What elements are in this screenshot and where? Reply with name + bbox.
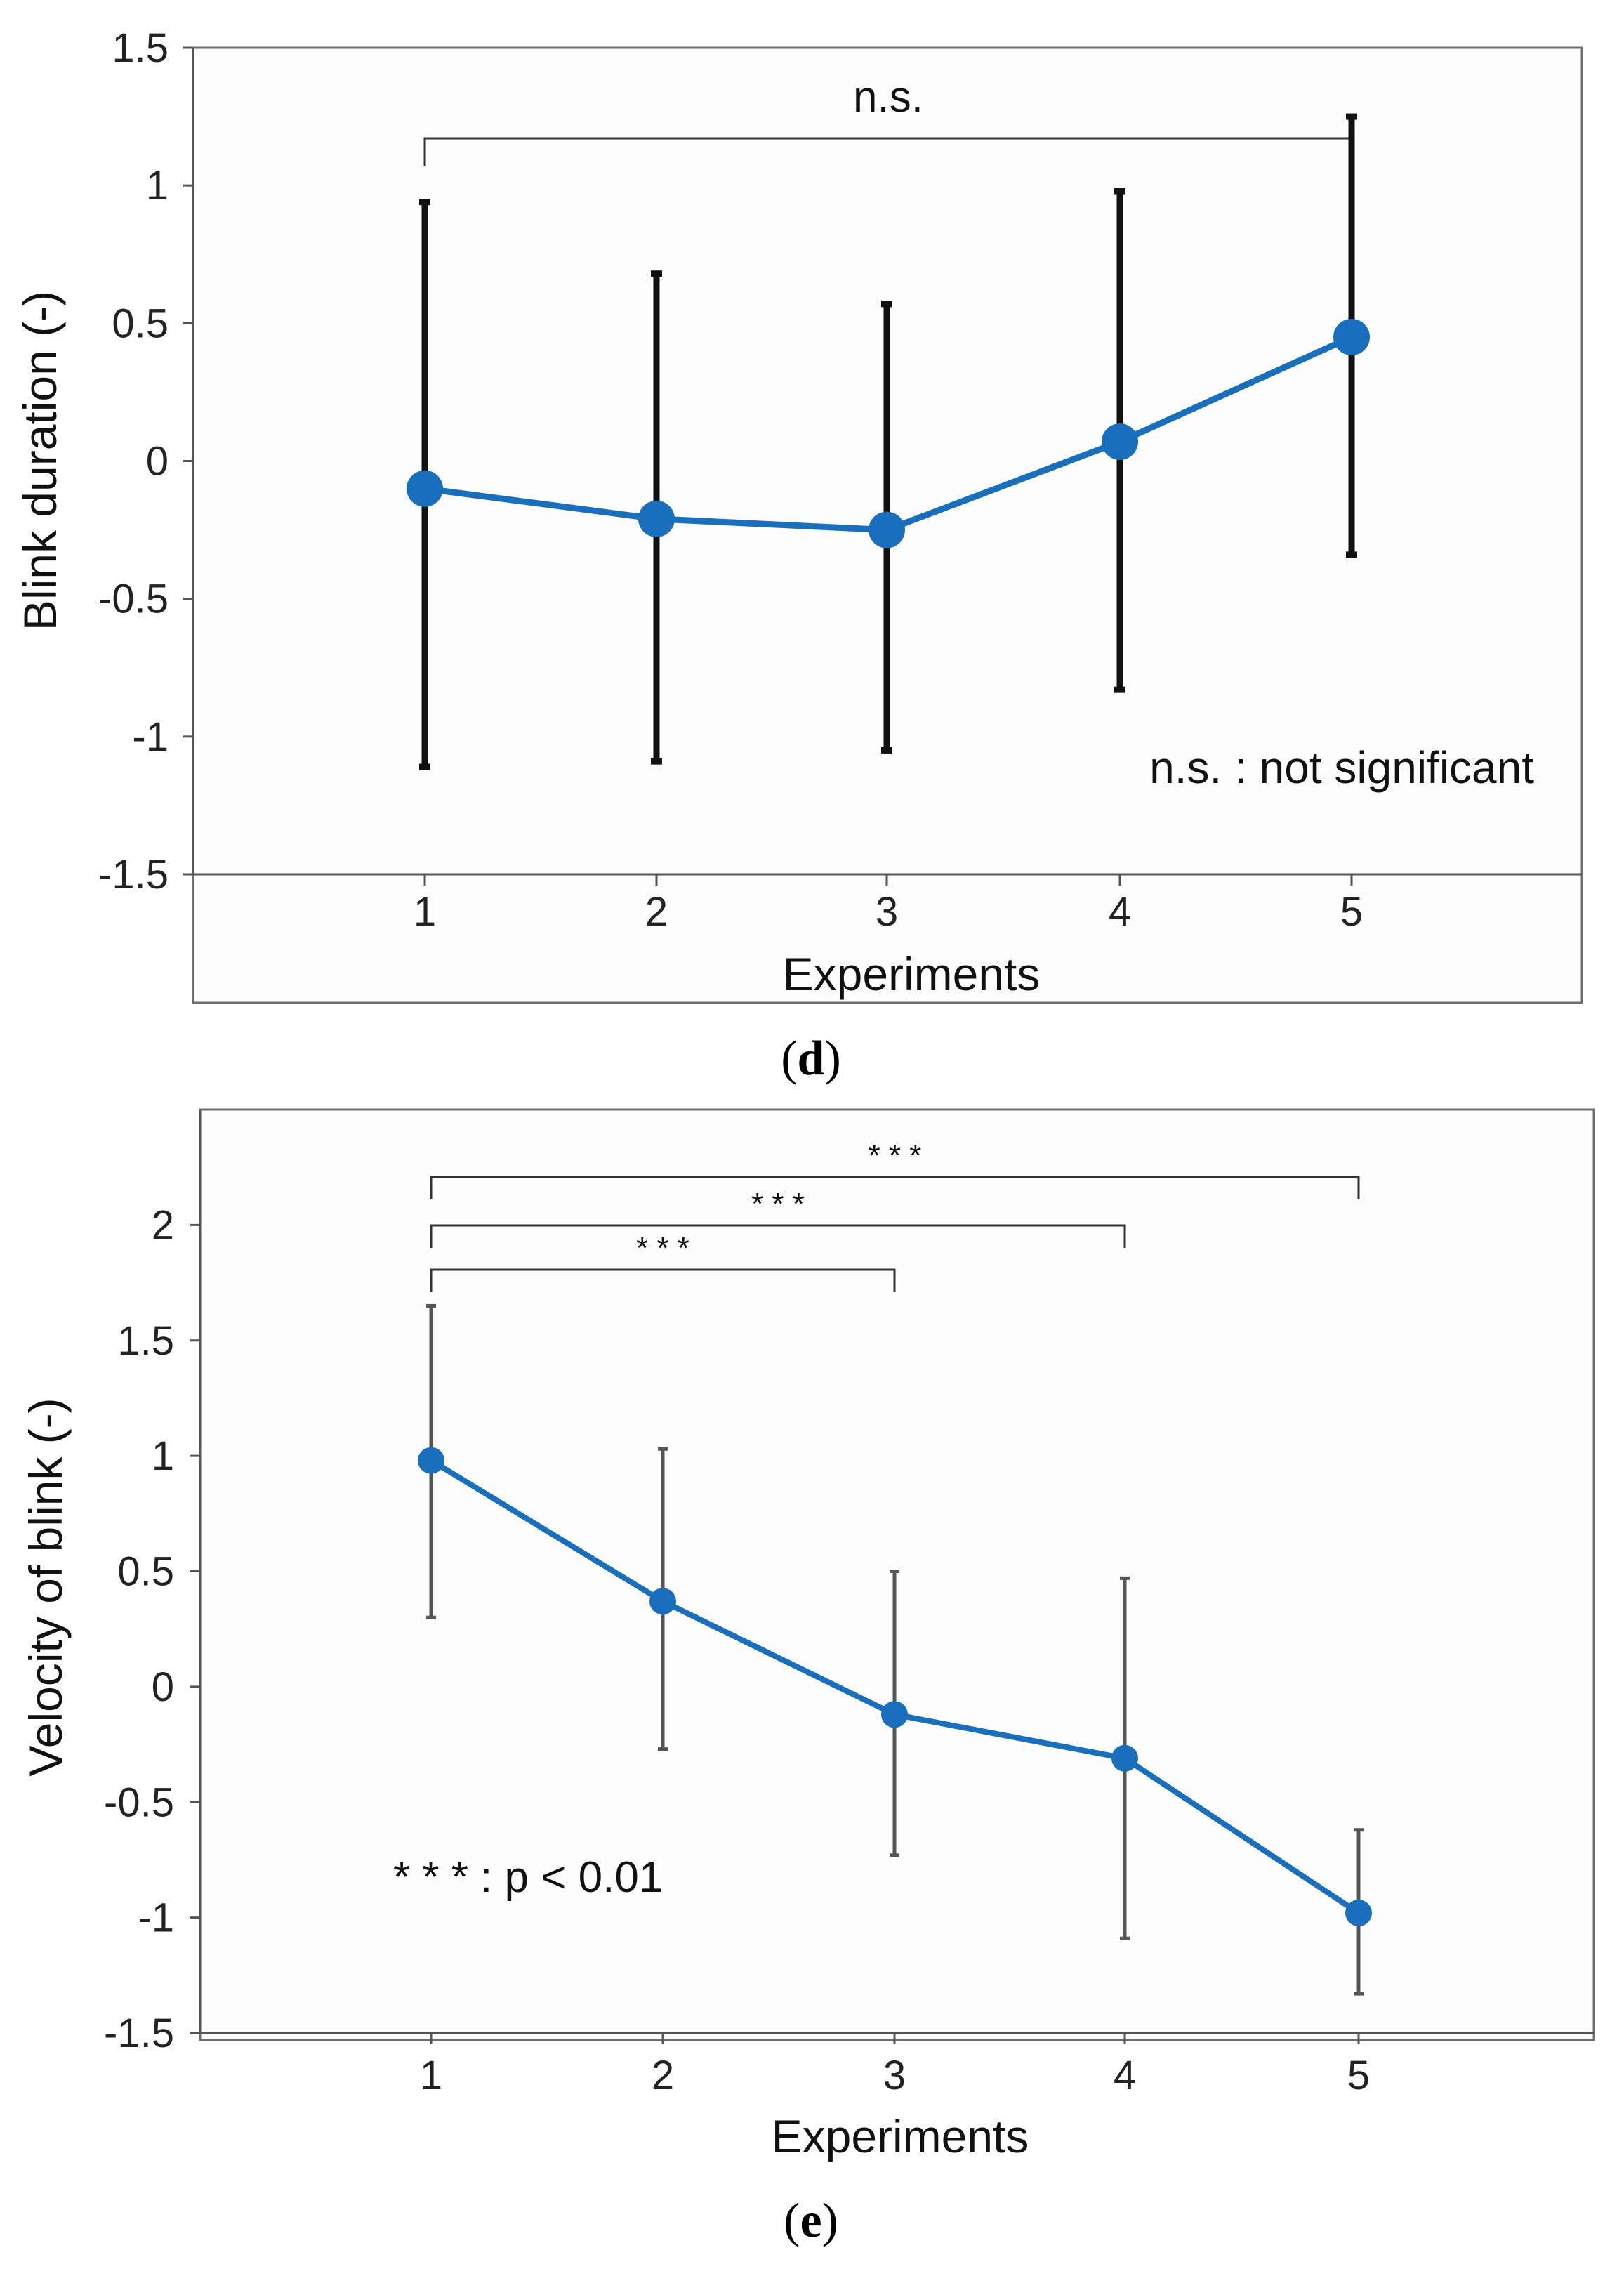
panel-d: -1.5 -1 -0.5 0 0.5 1 1.5 1 2 3 4 5 Experiments Blink … (14, 25, 1583, 1086)
y-tick-label: 0 (152, 1664, 174, 1710)
y-axis-label: Blink duration (-) (14, 291, 66, 631)
panel-label: (d) (781, 1032, 841, 1086)
x-tick-label: 4 (1114, 2053, 1136, 2098)
significance-bracket (430, 1224, 1126, 1248)
x-tick-label: 5 (1340, 889, 1363, 935)
y-tick-label: 1.5 (117, 1318, 174, 1364)
data-point (649, 1588, 676, 1615)
y-tick-label: -0.5 (98, 577, 169, 622)
y-tick-label: 0.5 (117, 1549, 174, 1595)
panel-e: -1.5 -1 -0.5 0 0.5 1 1.5 2 1 2 3 4 5 Experiments Veloc… (20, 1108, 1595, 2248)
y-tick-label: -1.5 (104, 2011, 174, 2056)
data-point (1333, 318, 1370, 355)
y-tick-label: 0.5 (112, 301, 169, 346)
x-axis-label: Experiments (783, 948, 1041, 1000)
y-tick-label: -1 (138, 1895, 174, 1941)
y-tick-label: 1 (146, 163, 169, 209)
x-tick-label: 3 (876, 889, 898, 935)
data-point (869, 511, 905, 548)
x-tick-label: 1 (414, 889, 436, 935)
data-point (1111, 1744, 1138, 1772)
x-axis-label: Experiments (772, 2110, 1029, 2162)
plot-frame (199, 1108, 1595, 2041)
significance-label: * * * (869, 1138, 922, 1173)
legend-annotation: * * * : p < 0.01 (393, 1853, 663, 1902)
y-tick-label: 1 (152, 1433, 174, 1479)
significance-bracket (430, 1268, 896, 1292)
data-point (407, 470, 443, 507)
y-tick-label: -1.5 (98, 852, 169, 897)
x-tick-label: 2 (652, 2053, 674, 2098)
y-tick-label: 1.5 (112, 25, 169, 71)
panel-label: (e) (784, 2194, 838, 2248)
data-point (1345, 1900, 1372, 1927)
y-tick-label: 2 (152, 1202, 174, 1248)
x-tick-label: 4 (1109, 889, 1131, 935)
x-tick-label: 3 (883, 2053, 906, 2098)
y-tick-label: 0 (146, 439, 169, 485)
data-point (638, 500, 675, 537)
legend-annotation: n.s. : not significant (1149, 742, 1534, 793)
significance-label: n.s. (853, 73, 923, 121)
significance-label: * * * (751, 1187, 805, 1221)
significance-label: * * * (636, 1231, 689, 1265)
y-tick-label: -0.5 (104, 1780, 174, 1825)
x-tick-label: 5 (1347, 2053, 1370, 2098)
significance-bracket (430, 1176, 1360, 1199)
data-point (1102, 423, 1138, 461)
data-point (418, 1447, 444, 1474)
y-axis-label: Velocity of blink (-) (20, 1397, 72, 1776)
x-tick-label: 2 (645, 889, 668, 935)
y-tick-label: -1 (132, 714, 169, 760)
x-tick-label: 1 (420, 2053, 442, 2098)
data-point (881, 1701, 908, 1728)
